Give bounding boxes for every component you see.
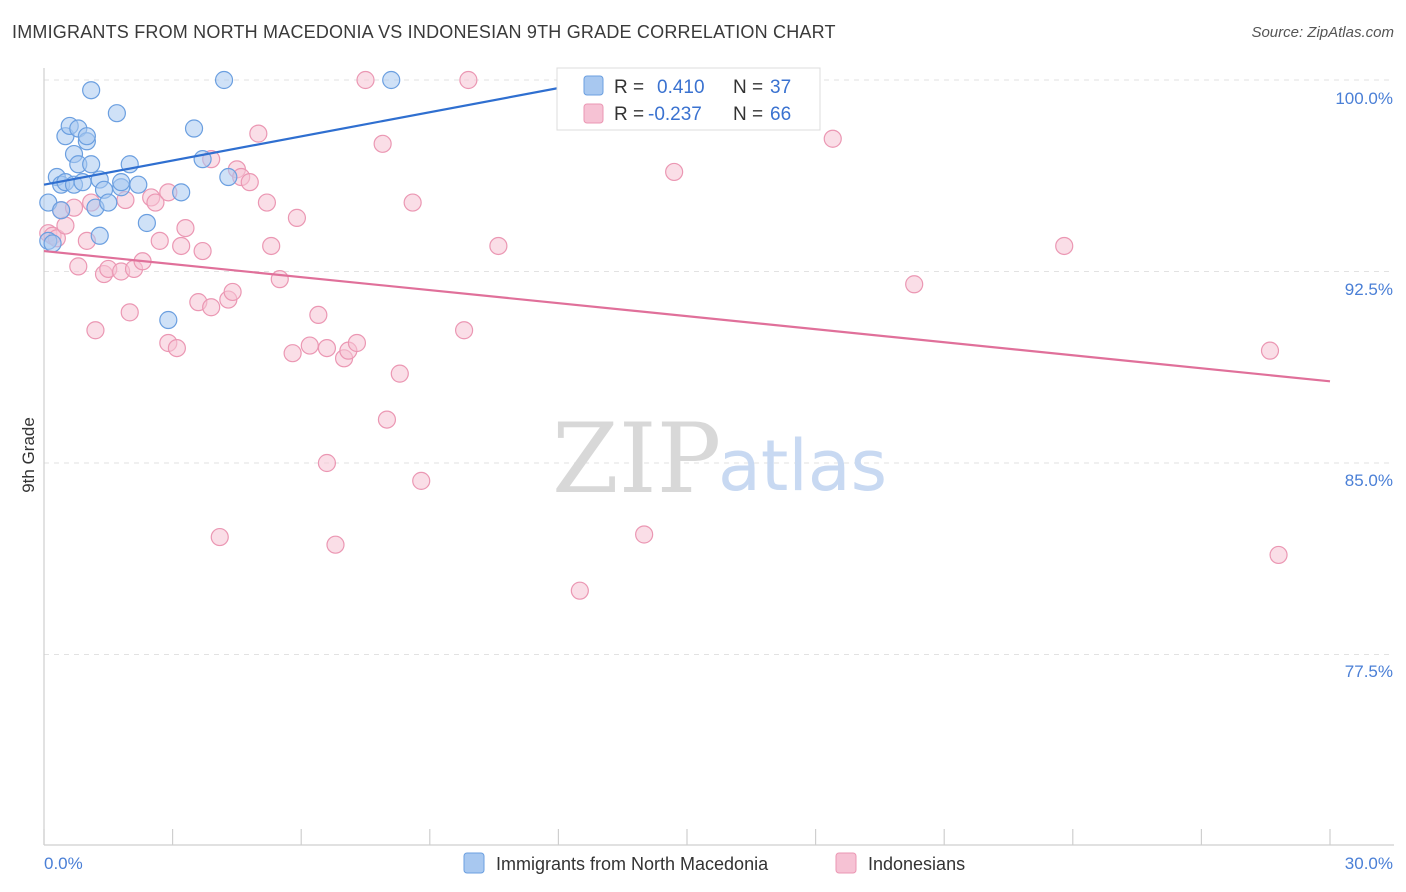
stats-pink-r-label: R = — [614, 104, 644, 125]
indonesians-point — [1055, 236, 1074, 256]
north-macedonia-point — [107, 104, 126, 123]
indonesians-point — [347, 333, 367, 353]
watermark: ZIP atlas — [552, 403, 887, 515]
source-credit: Source: ZipAtlas.com — [1251, 24, 1394, 41]
legend-label-pink: Indonesians — [868, 854, 965, 874]
north-macedonia-trendline — [43, 78, 602, 186]
north-macedonia-point — [43, 234, 62, 253]
indonesians-point — [1269, 545, 1288, 565]
stats-swatch-pink — [583, 103, 604, 124]
stats-blue-n-label: N = — [733, 77, 763, 98]
indonesians-point — [56, 216, 75, 235]
y-tick-label: 85.0% — [1345, 471, 1393, 490]
indonesians-point — [317, 453, 337, 473]
indonesians-point — [146, 193, 165, 212]
y-axis-label: 9th Grade — [19, 417, 38, 493]
indonesians-point — [167, 339, 186, 358]
north-macedonia-point — [77, 127, 96, 146]
indonesians-point — [823, 129, 842, 148]
indonesians-trendline — [43, 249, 1331, 383]
stats-pink-n-value: 66 — [770, 104, 791, 125]
indonesians-point — [412, 471, 431, 490]
indonesians-point — [1260, 341, 1280, 360]
stats-swatch-blue — [583, 75, 604, 96]
indonesians-point — [454, 321, 474, 340]
indonesians-point — [69, 257, 88, 276]
indonesians-point — [172, 236, 191, 256]
indonesians-point — [459, 70, 478, 90]
watermark-atlas: atlas — [718, 425, 887, 507]
trendlines — [43, 78, 1331, 383]
y-axis-tick-labels: 100.0% 92.5% 85.0% 77.5% — [1335, 89, 1393, 681]
indonesians-point — [665, 162, 684, 182]
north-macedonia-point — [52, 201, 71, 220]
indonesians-point — [223, 282, 242, 302]
indonesians-point — [287, 208, 307, 227]
indonesians-point — [257, 193, 277, 212]
legend-label-blue: Immigrants from North Macedonia — [496, 854, 769, 874]
watermark-zip: ZIP — [552, 403, 721, 515]
indonesians-point — [570, 581, 589, 600]
north-macedonia-point — [137, 213, 156, 233]
north-macedonia-point — [172, 183, 191, 202]
chart-title: IMMIGRANTS FROM NORTH MACEDONIA VS INDON… — [12, 22, 836, 42]
north-macedonia-point — [90, 226, 109, 245]
stats-box: R = 0.410 N = 37 R = -0.237 N = 66 — [556, 67, 821, 131]
indonesians-point — [309, 305, 328, 325]
indonesians-point — [240, 173, 259, 192]
legend-swatch-pink — [835, 852, 857, 874]
y-tick-label: 77.5% — [1345, 662, 1393, 681]
north-macedonia-point — [112, 173, 131, 192]
indonesians-points — [39, 70, 1288, 600]
indonesians-point — [373, 134, 392, 153]
stats-pink-n-label: N = — [733, 104, 763, 125]
indonesians-point — [120, 303, 139, 322]
y-tick-label: 100.0% — [1335, 89, 1393, 108]
x-tick-label-max: 30.0% — [1345, 854, 1393, 873]
north-macedonia-point — [214, 70, 234, 90]
stats-blue-r-label: R = — [614, 77, 644, 98]
x-axis-ticks — [43, 829, 1331, 845]
north-macedonia-point — [129, 175, 148, 194]
indonesians-point — [326, 535, 345, 554]
indonesians-point — [489, 236, 508, 256]
north-macedonia-point — [159, 310, 178, 330]
indonesians-point — [905, 275, 924, 294]
indonesians-point — [86, 321, 105, 340]
indonesians-point — [176, 218, 195, 238]
y-tick-label: 92.5% — [1345, 280, 1393, 299]
indonesians-point — [262, 236, 281, 256]
indonesians-point — [249, 124, 268, 143]
north-macedonia-point — [184, 119, 204, 138]
north-macedonia-point — [82, 81, 101, 100]
indonesians-point — [283, 344, 302, 363]
legend: Immigrants from North Macedonia Indonesi… — [463, 852, 965, 874]
indonesians-point — [635, 525, 654, 544]
indonesians-point — [270, 270, 289, 289]
indonesians-point — [317, 339, 337, 358]
indonesians-point — [377, 410, 397, 429]
north-macedonia-point — [82, 155, 101, 174]
stats-blue-r-value: 0.410 — [657, 77, 705, 98]
indonesians-point — [390, 364, 409, 383]
north-macedonia-point — [99, 193, 118, 212]
indonesians-point — [300, 336, 319, 355]
x-tick-label-min: 0.0% — [44, 854, 83, 873]
north-macedonia-points — [39, 70, 607, 330]
indonesians-point — [193, 241, 212, 261]
north-macedonia-point — [219, 167, 238, 187]
indonesians-point — [202, 298, 221, 317]
stats-pink-r-value: -0.237 — [648, 104, 702, 125]
indonesians-point — [356, 70, 375, 90]
indonesians-point — [403, 193, 422, 212]
indonesians-point — [210, 527, 229, 547]
north-macedonia-point — [382, 70, 401, 90]
legend-swatch-blue — [463, 852, 485, 874]
indonesians-point — [150, 231, 169, 250]
stats-blue-n-value: 37 — [770, 77, 791, 98]
